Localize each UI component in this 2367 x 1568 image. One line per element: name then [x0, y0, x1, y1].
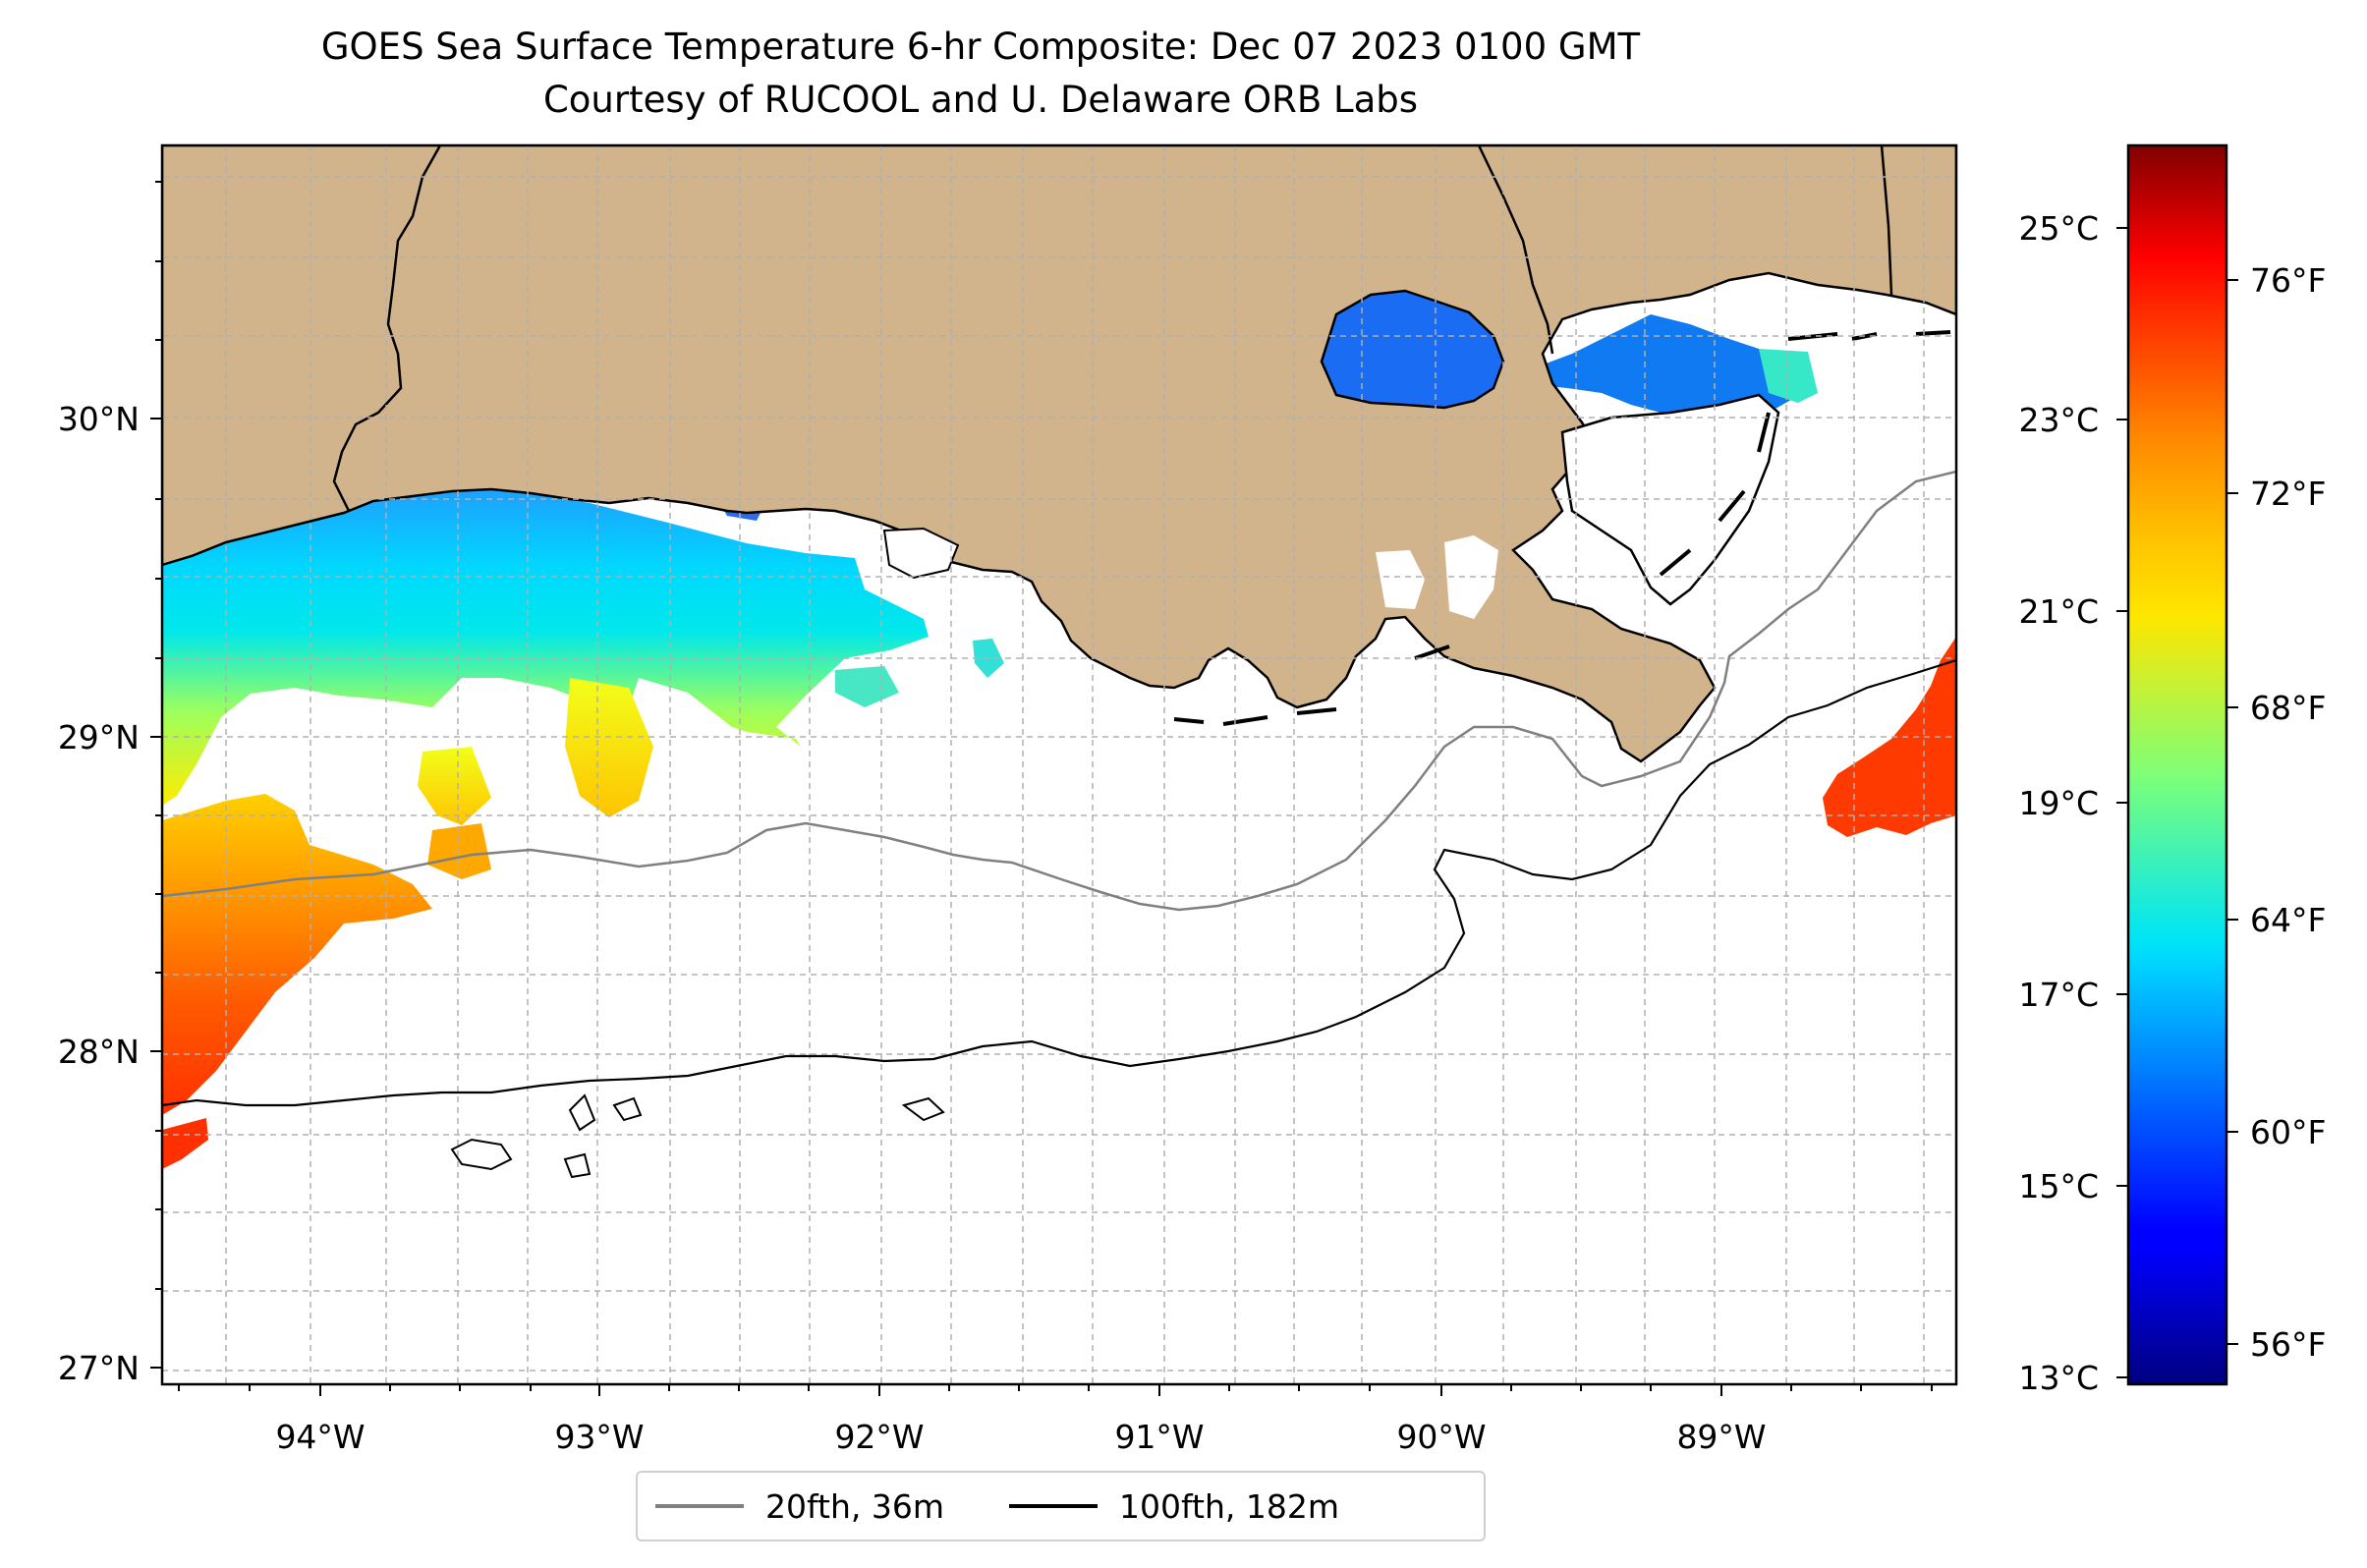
- sst-patch-yellow-tail-1: [418, 747, 491, 825]
- lat-label: 28°N: [58, 1033, 140, 1071]
- state-border-east: [1477, 145, 1554, 355]
- celsius-label: 19°C: [2018, 784, 2099, 822]
- legend-item-20fth: 20fth, 36m: [638, 1487, 944, 1526]
- lat-label: 29°N: [58, 718, 140, 756]
- lon-label: 93°W: [554, 1418, 644, 1456]
- sst-patch-orange-small: [427, 823, 491, 879]
- water-sabine-pass: [882, 527, 960, 580]
- celsius-label: 17°C: [2018, 976, 2099, 1014]
- axis-ticks: [150, 181, 1933, 1396]
- contour-100fth-banks: [450, 1093, 945, 1179]
- colorbar-fahrenheit-labels: 56°F 60°F 64°F 68°F 72°F 76°F: [2250, 261, 2326, 1364]
- fahrenheit-label: 72°F: [2250, 475, 2326, 513]
- lat-label: 27°N: [58, 1349, 140, 1387]
- map-title: GOES Sea Surface Temperature 6-hr Compos…: [320, 26, 1641, 68]
- lon-label: 89°W: [1676, 1418, 1766, 1456]
- lon-label: 94°W: [275, 1418, 365, 1456]
- sst-patch-atchafalaya-edge: [835, 666, 899, 707]
- colorbar: [2126, 143, 2228, 1386]
- map-grid: [162, 145, 1956, 1384]
- fahrenheit-label: 68°F: [2250, 689, 2326, 727]
- water-pontch-fill: [1326, 295, 1497, 403]
- state-border-ms: [1880, 145, 1893, 296]
- sst-patch-nearshore: [162, 489, 929, 806]
- contour-20fth: [162, 470, 1956, 912]
- land-mass: [162, 145, 1956, 763]
- fahrenheit-label: 64°F: [2250, 901, 2326, 939]
- sst-patch-sound-east: [1759, 349, 1818, 403]
- lon-tick-labels: 94°W 93°W 92°W 91°W 90°W 89°W: [275, 1418, 1766, 1456]
- lon-label: 90°W: [1396, 1418, 1486, 1456]
- legend-label: 20fth, 36m: [765, 1486, 944, 1526]
- legend-line-gray: [655, 1504, 744, 1508]
- sst-patch-yellow-tail-2: [565, 678, 653, 817]
- lon-label: 91°W: [1114, 1418, 1204, 1456]
- water-lake-mid: [1376, 550, 1425, 609]
- colorbar-fahrenheit-ticks: [2226, 279, 2238, 1345]
- lat-tick-labels: 27°N 28°N 29°N 30°N: [58, 400, 140, 1387]
- lon-label: 92°W: [834, 1418, 924, 1456]
- state-border-west: [332, 145, 442, 512]
- legend-item-100fth: 100fth, 182m: [991, 1487, 1339, 1526]
- celsius-label: 15°C: [2018, 1167, 2099, 1205]
- lat-label: 30°N: [58, 400, 140, 438]
- sst-patch-east-warm: [1823, 637, 1956, 837]
- legend-line-black: [1009, 1504, 1098, 1508]
- contour-legend: 20fth, 36m 100fth, 182m: [636, 1471, 1486, 1541]
- celsius-label: 23°C: [2018, 401, 2099, 439]
- colorbar-celsius-ticks: [2116, 227, 2128, 1378]
- sst-patch-borgne-sound: [1533, 314, 1808, 424]
- fahrenheit-label: 76°F: [2250, 261, 2326, 300]
- colorbar-celsius-labels: 13°C 15°C 17°C 19°C 21°C 23°C 25°C: [2018, 209, 2099, 1397]
- legend-label: 100fth, 182m: [1119, 1486, 1339, 1526]
- celsius-label: 25°C: [2018, 209, 2099, 248]
- fahrenheit-label: 56°F: [2250, 1325, 2326, 1364]
- celsius-label: 13°C: [2018, 1359, 2099, 1397]
- map-frame: [160, 143, 1958, 1386]
- fahrenheit-label: 60°F: [2250, 1113, 2326, 1151]
- contour-100fth: [162, 658, 1956, 1107]
- celsius-label: 21°C: [2018, 592, 2099, 631]
- sst-patch-west-red-spot: [162, 1118, 208, 1169]
- map-subtitle: Courtesy of RUCOOL and U. Delaware ORB L…: [542, 79, 1419, 121]
